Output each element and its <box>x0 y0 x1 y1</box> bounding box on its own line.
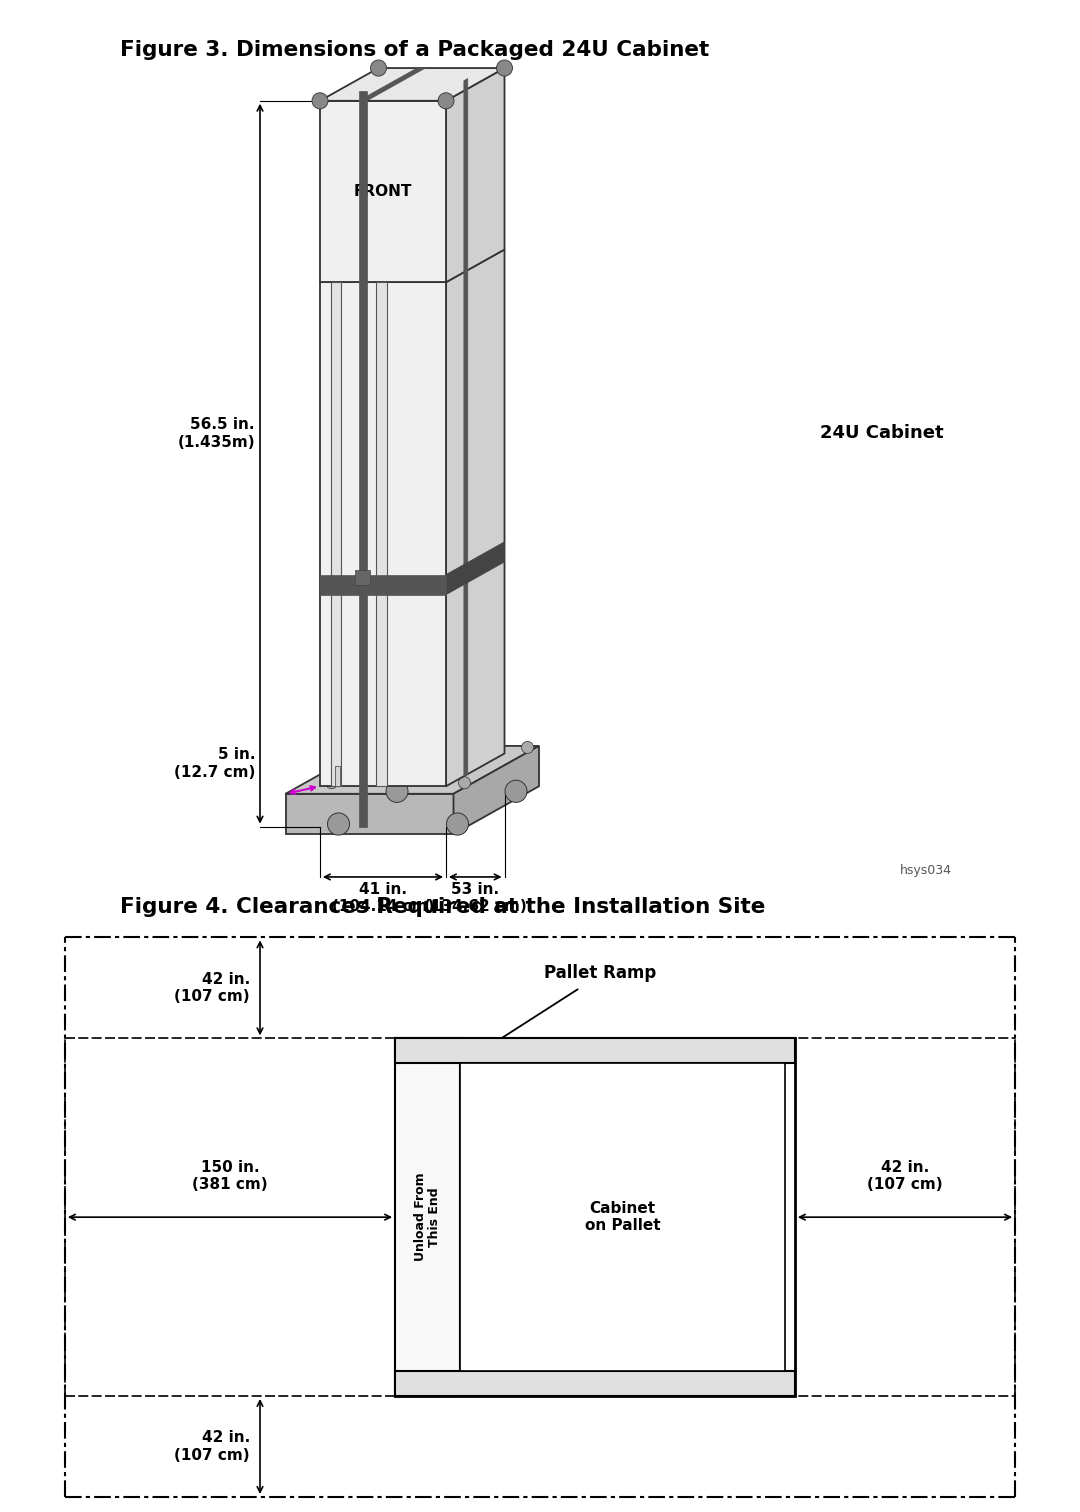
Bar <box>460 1063 785 1371</box>
Polygon shape <box>330 283 341 786</box>
Polygon shape <box>446 249 504 786</box>
Circle shape <box>505 780 527 803</box>
Polygon shape <box>285 745 539 794</box>
Circle shape <box>446 813 469 835</box>
Circle shape <box>459 777 471 789</box>
Text: Figure 3. Dimensions of a Packaged 24U Cabinet: Figure 3. Dimensions of a Packaged 24U C… <box>120 41 710 60</box>
Text: Unload From
This End: Unload From This End <box>414 1173 442 1261</box>
Polygon shape <box>320 575 446 594</box>
Polygon shape <box>320 101 446 283</box>
Bar <box>395 1039 460 1396</box>
Circle shape <box>438 92 454 109</box>
Text: 56.5 in.
(1.435m): 56.5 in. (1.435m) <box>177 417 255 449</box>
Text: 42 in.
(107 cm): 42 in. (107 cm) <box>174 1430 249 1462</box>
Polygon shape <box>320 68 504 101</box>
Text: 53 in.
(134.62 cm): 53 in. (134.62 cm) <box>423 881 527 915</box>
Circle shape <box>497 60 513 76</box>
Text: 42 in.
(107 cm): 42 in. (107 cm) <box>867 1160 943 1191</box>
Bar <box>395 1039 795 1063</box>
Text: hsys034: hsys034 <box>900 863 951 877</box>
Text: 42 in.
(107 cm): 42 in. (107 cm) <box>174 972 249 1004</box>
Polygon shape <box>446 541 504 594</box>
Polygon shape <box>376 283 387 786</box>
Circle shape <box>386 780 408 803</box>
Polygon shape <box>336 767 339 786</box>
Circle shape <box>327 813 350 835</box>
Circle shape <box>522 741 534 753</box>
Text: Pallet Ramp: Pallet Ramp <box>544 963 657 981</box>
Text: 5 in.
(12.7 cm): 5 in. (12.7 cm) <box>174 747 256 780</box>
Text: 24U Cabinet: 24U Cabinet <box>820 425 944 443</box>
Polygon shape <box>454 745 539 835</box>
Polygon shape <box>359 68 426 101</box>
Polygon shape <box>320 283 446 786</box>
Text: FRONT: FRONT <box>354 184 413 200</box>
Text: Figure 4. Clearances Required at the Installation Site: Figure 4. Clearances Required at the Ins… <box>120 897 766 918</box>
Polygon shape <box>285 794 454 835</box>
Polygon shape <box>355 570 370 585</box>
Text: Cabinet
on Pallet: Cabinet on Pallet <box>584 1201 660 1234</box>
Circle shape <box>325 777 337 789</box>
Text: 41 in.
(104.14 cm): 41 in. (104.14 cm) <box>332 881 434 915</box>
Polygon shape <box>359 91 367 827</box>
Bar <box>395 1039 795 1396</box>
Circle shape <box>312 92 328 109</box>
Bar <box>395 1371 795 1396</box>
Circle shape <box>370 60 387 76</box>
Polygon shape <box>446 68 504 283</box>
Circle shape <box>389 741 401 753</box>
Polygon shape <box>464 79 468 776</box>
Text: 150 in.
(381 cm): 150 in. (381 cm) <box>192 1160 268 1191</box>
